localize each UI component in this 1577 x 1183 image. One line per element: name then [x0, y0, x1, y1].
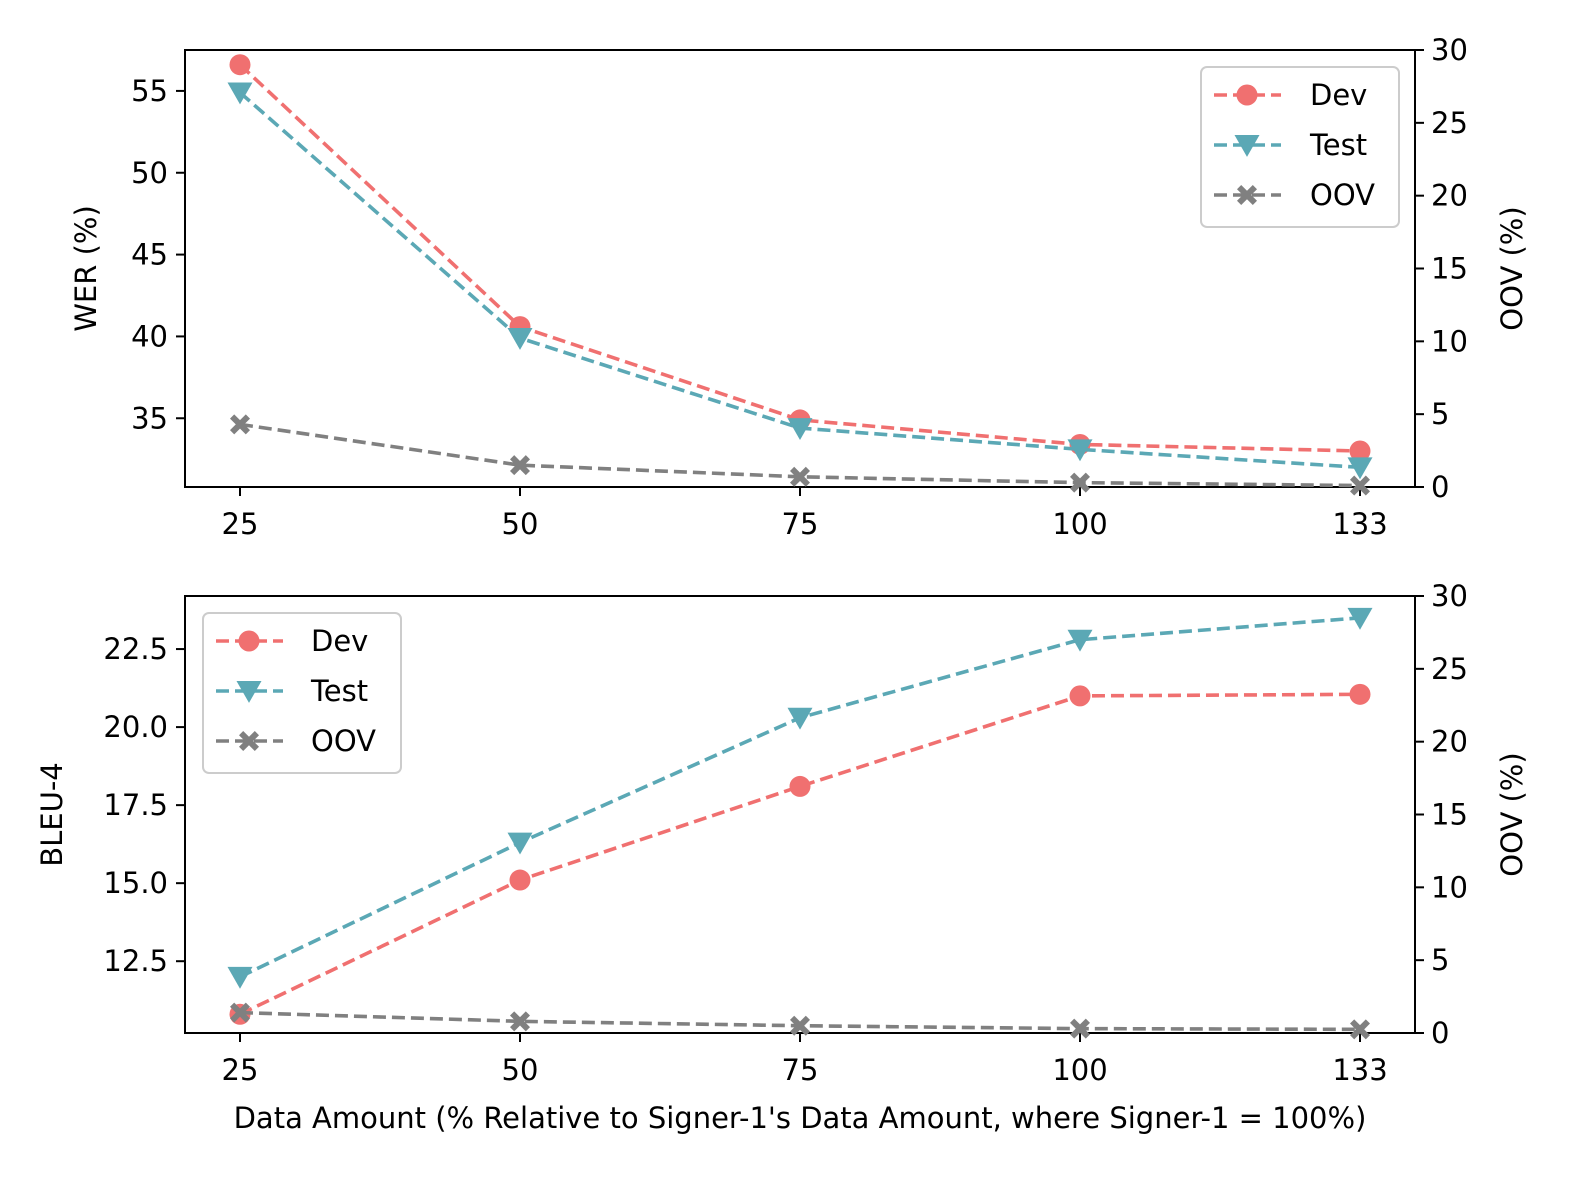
y2-tick-label: 25 [1431, 652, 1468, 686]
wer-chart-panel: 25 50 75 100 133 35 40 45 50 55 0 5 10 15 20 25 30 WER (%… [69, 33, 1529, 541]
data-point-oov [790, 1015, 810, 1036]
x-axis-label: Data Amount (% Relative to Signer-1's Da… [234, 1101, 1367, 1135]
data-point-test [227, 966, 253, 989]
y2-tick-label: 15 [1431, 798, 1468, 832]
legend-marker [1237, 185, 1257, 205]
data-point-oov [1350, 1019, 1370, 1040]
y-tick-label: 40 [131, 319, 168, 353]
data-point-test [1347, 457, 1373, 480]
legend-marker [239, 731, 259, 751]
y-tick-label: 55 [131, 74, 168, 108]
y2-tick-label: 20 [1431, 179, 1468, 213]
data-point-oov [510, 1011, 530, 1032]
y2-tick-label: 25 [1431, 106, 1468, 140]
y2-tick-label: 0 [1431, 470, 1449, 504]
legend-label: OOV [311, 724, 376, 758]
data-point-oov [510, 455, 530, 476]
data-point-test [507, 328, 533, 350]
y2-axis-label: OOV (%) [1495, 752, 1529, 876]
legend-box [1200, 66, 1400, 228]
y-tick-label: 22.5 [103, 632, 168, 666]
x-tick-label: 50 [502, 507, 539, 541]
series-line-test [239, 616, 1361, 979]
x-tick-label: 75 [782, 507, 819, 541]
y-tick-label: 17.5 [103, 788, 168, 822]
data-point-oov [790, 466, 810, 487]
data-point-test [787, 707, 813, 730]
y-tick-label: 15.0 [103, 866, 168, 900]
data-point-dev [1069, 685, 1091, 707]
y-axis-label: WER (%) [69, 205, 103, 332]
x-tick-label: 75 [782, 1053, 819, 1087]
series-line-dev [239, 692, 1361, 1016]
data-point-test [1067, 629, 1093, 652]
data-point-test [227, 82, 253, 105]
y-tick-label: 12.5 [103, 944, 168, 978]
x-tick-label: 100 [1052, 507, 1107, 541]
data-point-dev [1349, 683, 1371, 705]
x-tick-label: 25 [222, 1053, 259, 1087]
y-tick-label: 45 [131, 238, 168, 272]
legend-label: Test [1309, 128, 1367, 162]
series-line-dev [238, 63, 1361, 453]
x-tick-label: 133 [1332, 507, 1387, 541]
legend-label: Dev [1310, 78, 1367, 112]
legend-marker [238, 630, 260, 652]
y2-tick-label: 20 [1431, 725, 1468, 759]
y-tick-label: 50 [131, 156, 168, 190]
y2-tick-label: 10 [1431, 324, 1468, 358]
data-point-dev [1349, 440, 1371, 462]
legend-box [202, 612, 402, 774]
legend-marker [1234, 135, 1260, 157]
legend-marker [236, 681, 262, 703]
x-tick-label: 100 [1052, 1053, 1107, 1087]
data-point-oov [230, 1002, 250, 1023]
y2-tick-label: 0 [1431, 1016, 1449, 1050]
legend-label: Test [310, 674, 368, 708]
y2-tick-label: 15 [1431, 252, 1468, 286]
y2-axis-label: OOV (%) [1495, 206, 1529, 330]
data-point-oov [1350, 475, 1370, 496]
y2-tick-label: 5 [1431, 943, 1449, 977]
data-point-test [507, 832, 533, 855]
x-tick-label: 50 [502, 1053, 539, 1087]
data-point-test [787, 418, 813, 440]
data-point-oov [230, 414, 250, 435]
data-point-dev [229, 54, 251, 76]
y2-tick-label: 30 [1431, 579, 1468, 613]
y2-tick-label: 10 [1431, 870, 1468, 904]
data-point-dev [789, 775, 811, 797]
legend-label: OOV [1310, 178, 1375, 212]
data-point-oov [1070, 472, 1090, 493]
y-axis-label: BLEU-4 [35, 762, 69, 867]
data-point-dev [509, 869, 531, 891]
legend-marker [1236, 84, 1258, 106]
data-point-test [1347, 607, 1373, 630]
y-tick-label: 35 [131, 401, 168, 435]
y2-tick-label: 30 [1431, 33, 1468, 67]
y-tick-label: 20.0 [103, 710, 168, 744]
x-tick-label: 25 [222, 507, 259, 541]
legend-label: Dev [311, 624, 368, 658]
y2-tick-label: 5 [1431, 397, 1449, 431]
data-point-oov [1070, 1018, 1090, 1039]
bleu-chart-panel: 25 50 75 100 133 12.5 15.0 17.5 20.0 22.5 0 5 10 15 20… [35, 579, 1529, 1087]
data-point-test [1067, 439, 1093, 462]
x-tick-label: 133 [1332, 1053, 1387, 1087]
